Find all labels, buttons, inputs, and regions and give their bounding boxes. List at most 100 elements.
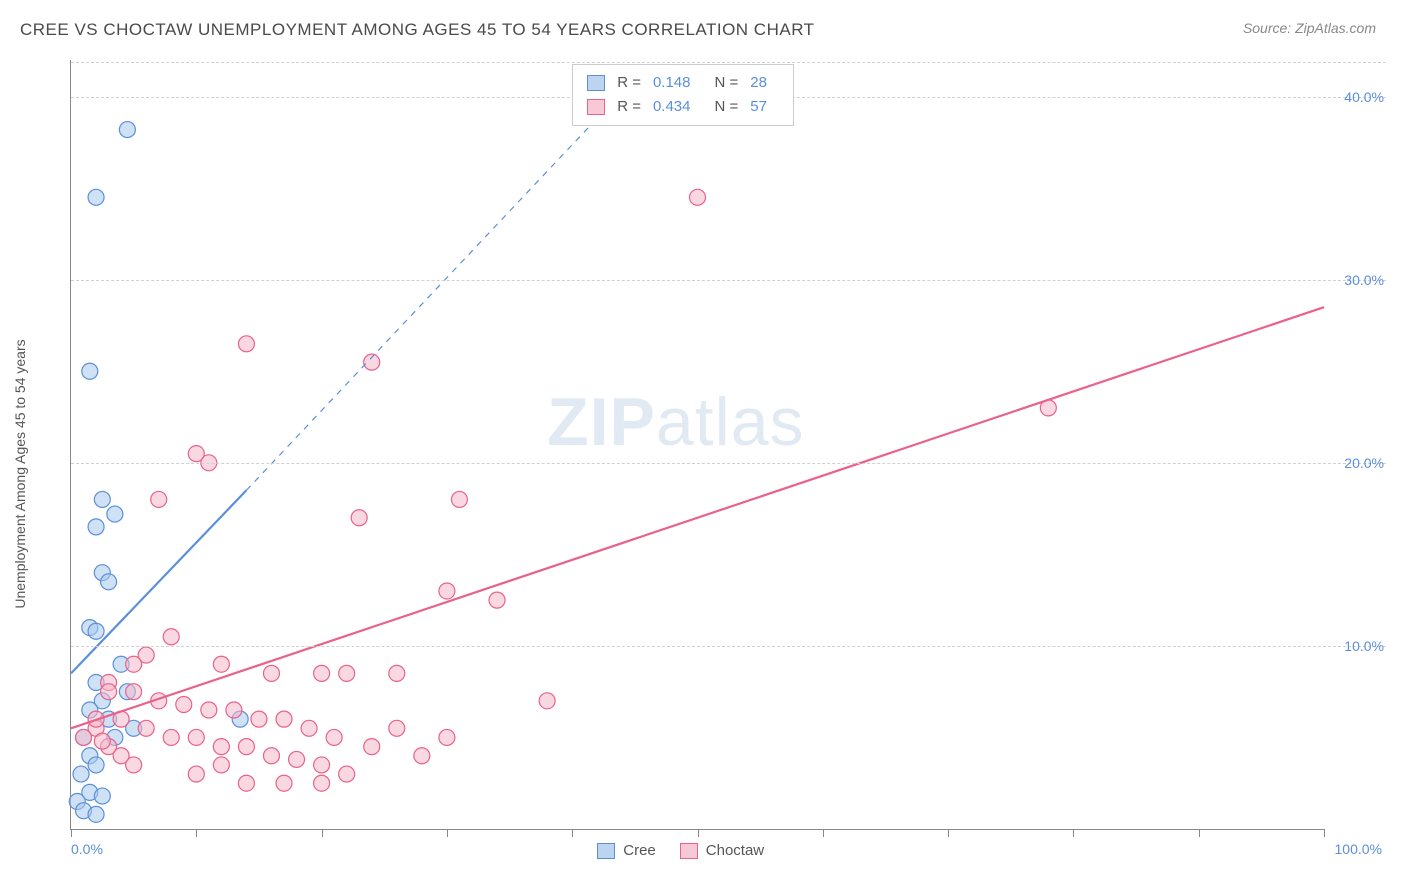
- n-label: N =: [715, 71, 739, 95]
- x-tick: [71, 829, 72, 837]
- scatter-point-choctaw: [201, 702, 217, 718]
- scatter-point-choctaw: [364, 354, 380, 370]
- scatter-point-choctaw: [690, 189, 706, 205]
- x-tick: [948, 829, 949, 837]
- scatter-point-choctaw: [151, 491, 167, 507]
- scatter-point-choctaw: [414, 748, 430, 764]
- x-tick: [447, 829, 448, 837]
- scatter-point-choctaw: [138, 720, 154, 736]
- scatter-point-cree: [88, 189, 104, 205]
- plot-svg: [71, 60, 1324, 829]
- n-value-choctaw: 57: [750, 95, 767, 119]
- source-label: Source: ZipAtlas.com: [1243, 20, 1376, 36]
- scatter-point-choctaw: [163, 629, 179, 645]
- scatter-point-choctaw: [489, 592, 505, 608]
- x-tick: [1324, 829, 1325, 837]
- scatter-point-choctaw: [263, 748, 279, 764]
- legend-swatch-cree-bottom: [597, 843, 615, 859]
- scatter-point-cree: [94, 491, 110, 507]
- plot-area: ZIPatlas R = 0.148 N = 28 R = 0.434 N = …: [70, 60, 1324, 830]
- scatter-point-choctaw: [176, 696, 192, 712]
- n-label: N =: [715, 95, 739, 119]
- r-value-cree: 0.148: [653, 71, 691, 95]
- x-tick-label: 0.0%: [71, 841, 103, 857]
- scatter-point-choctaw: [238, 336, 254, 352]
- scatter-point-choctaw: [238, 775, 254, 791]
- scatter-point-choctaw: [213, 656, 229, 672]
- scatter-point-choctaw: [251, 711, 267, 727]
- scatter-point-cree: [88, 623, 104, 639]
- scatter-point-choctaw: [439, 583, 455, 599]
- scatter-point-choctaw: [276, 775, 292, 791]
- legend-item-choctaw: Choctaw: [680, 842, 764, 859]
- scatter-point-choctaw: [126, 684, 142, 700]
- scatter-point-choctaw: [126, 757, 142, 773]
- scatter-point-choctaw: [289, 751, 305, 767]
- scatter-point-choctaw: [213, 739, 229, 755]
- trend-line-extrapolated-cree: [246, 78, 634, 490]
- scatter-point-choctaw: [126, 656, 142, 672]
- legend-stats-row-choctaw: R = 0.434 N = 57: [587, 95, 779, 119]
- scatter-point-choctaw: [188, 766, 204, 782]
- scatter-point-cree: [94, 788, 110, 804]
- scatter-point-cree: [88, 806, 104, 822]
- scatter-point-cree: [88, 519, 104, 535]
- scatter-point-choctaw: [101, 684, 117, 700]
- legend-bottom: Cree Choctaw: [597, 842, 764, 859]
- scatter-point-choctaw: [94, 733, 110, 749]
- legend-swatch-choctaw-bottom: [680, 843, 698, 859]
- scatter-point-choctaw: [213, 757, 229, 773]
- scatter-point-choctaw: [339, 766, 355, 782]
- x-tick: [823, 829, 824, 837]
- scatter-point-choctaw: [301, 720, 317, 736]
- x-tick: [572, 829, 573, 837]
- legend-swatch-choctaw: [587, 99, 605, 115]
- scatter-point-choctaw: [389, 720, 405, 736]
- scatter-point-choctaw: [76, 729, 92, 745]
- gridline-h: [71, 463, 1386, 464]
- scatter-point-choctaw: [276, 711, 292, 727]
- scatter-point-choctaw: [451, 491, 467, 507]
- x-tick: [1199, 829, 1200, 837]
- r-label: R =: [617, 71, 641, 95]
- y-tick-label: 20.0%: [1344, 455, 1384, 471]
- scatter-point-choctaw: [339, 665, 355, 681]
- scatter-point-choctaw: [351, 510, 367, 526]
- legend-item-cree: Cree: [597, 842, 656, 859]
- scatter-point-choctaw: [188, 729, 204, 745]
- scatter-point-choctaw: [226, 702, 242, 718]
- scatter-point-choctaw: [263, 665, 279, 681]
- r-label: R =: [617, 95, 641, 119]
- y-tick-label: 30.0%: [1344, 272, 1384, 288]
- scatter-point-choctaw: [163, 729, 179, 745]
- legend-stats-box: R = 0.148 N = 28 R = 0.434 N = 57: [572, 64, 794, 126]
- gridline-h: [71, 62, 1386, 63]
- scatter-point-cree: [88, 757, 104, 773]
- trend-line-choctaw: [71, 307, 1324, 728]
- scatter-point-choctaw: [238, 739, 254, 755]
- chart-container: Unemployment Among Ages 45 to 54 years Z…: [48, 60, 1386, 872]
- scatter-point-choctaw: [326, 729, 342, 745]
- r-value-choctaw: 0.434: [653, 95, 691, 119]
- scatter-point-choctaw: [539, 693, 555, 709]
- x-tick: [1073, 829, 1074, 837]
- scatter-point-choctaw: [439, 729, 455, 745]
- n-value-cree: 28: [750, 71, 767, 95]
- y-axis-label: Unemployment Among Ages 45 to 54 years: [12, 339, 28, 608]
- scatter-point-cree: [73, 766, 89, 782]
- gridline-h: [71, 646, 1386, 647]
- x-tick: [698, 829, 699, 837]
- legend-swatch-cree: [587, 75, 605, 91]
- legend-stats-row-cree: R = 0.148 N = 28: [587, 71, 779, 95]
- scatter-point-cree: [119, 122, 135, 138]
- scatter-point-cree: [107, 506, 123, 522]
- scatter-point-choctaw: [364, 739, 380, 755]
- scatter-point-choctaw: [389, 665, 405, 681]
- scatter-point-choctaw: [314, 757, 330, 773]
- x-tick-label: 100.0%: [1335, 841, 1382, 857]
- legend-label-choctaw: Choctaw: [706, 842, 764, 859]
- scatter-point-choctaw: [314, 665, 330, 681]
- gridline-h: [71, 280, 1386, 281]
- scatter-point-choctaw: [314, 775, 330, 791]
- x-tick: [196, 829, 197, 837]
